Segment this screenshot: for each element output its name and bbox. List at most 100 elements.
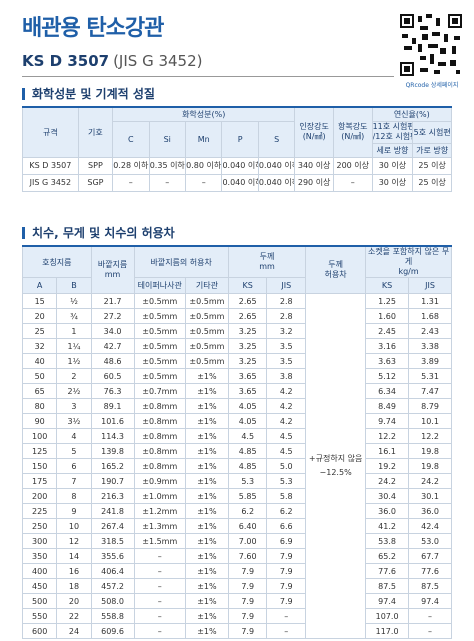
table-row: 600 24 609.6– ±1% 7.9–117.0– xyxy=(21,623,452,639)
qr-code[interactable] xyxy=(398,12,464,78)
table-cell: 5.12 xyxy=(365,368,410,384)
table-cell: 2.65 xyxy=(227,308,268,324)
table-cell: ±0.5mm xyxy=(184,308,229,324)
table-cell: 42.7 xyxy=(90,338,135,354)
header-unit: mm xyxy=(104,270,121,279)
table-cell: 9.74 xyxy=(365,413,410,429)
header-cell: KS xyxy=(365,277,410,294)
table-cell: 107.0 xyxy=(365,608,410,624)
table-cell: 7.9 xyxy=(227,608,268,624)
table-cell: 65 xyxy=(21,383,58,399)
table-cell: 30.4 xyxy=(365,488,410,504)
table-cell: 25 xyxy=(21,323,58,339)
table-cell: 457.2 xyxy=(90,578,135,594)
table-cell: – xyxy=(266,608,307,624)
header-text: 바깥지름 xyxy=(97,260,128,269)
table-cell: 250 xyxy=(21,518,58,534)
table-cell: 7.60 xyxy=(227,548,268,564)
divider xyxy=(22,76,394,77)
table-row: KS D 3507 SPP 0.28 이하 0.35 이하 0.80 이하 0.040 이… xyxy=(22,156,452,175)
table-cell: – xyxy=(408,608,452,624)
table-cell: 97.4 xyxy=(408,593,452,609)
table-cell: 53.0 xyxy=(408,533,452,549)
table-cell: 36.0 xyxy=(408,503,452,519)
table-cell: 4.2 xyxy=(266,383,307,399)
header-cell: C xyxy=(112,120,150,158)
table-cell: 16.1 xyxy=(365,443,410,459)
header-cell: 화학성분(%) xyxy=(112,106,296,122)
header-cell: JIS xyxy=(408,277,452,294)
table-cell: 200 이상 xyxy=(332,156,373,175)
table-cell: JIS G 3452 xyxy=(22,173,79,192)
table-cell: 7.9 xyxy=(227,623,268,639)
table-cell: 6.34 xyxy=(365,383,410,399)
table-cell: 77.6 xyxy=(365,563,410,579)
table-cell: ±1% xyxy=(184,593,229,609)
table-cell: 12.2 xyxy=(408,428,452,444)
table-cell: 16 xyxy=(56,563,92,579)
table-cell: 3.38 xyxy=(408,338,452,354)
header-cell: 두께 허용차 xyxy=(305,245,367,294)
table-row: 150 6 165.2 ±0.8mm ±1% 4.85 5.0 19.2 19.8 xyxy=(21,458,452,474)
header-cell: 규격 xyxy=(22,106,79,158)
table-body: 15 ½ 21.7 ±0.5mm ±0.5mm 2.65 2.8 +규정하지 않음 −12.5%… xyxy=(21,293,452,639)
table-cell: 0.35 이하 xyxy=(148,156,186,175)
table-cell: 450 xyxy=(21,578,58,594)
table-row: 20 ¾ 27.2 ±0.5mm ±0.5mm 2.65 2.8 1.60 1.68 xyxy=(21,308,452,324)
table-cell: 40 xyxy=(21,353,58,369)
table-row: 450 18 457.2– ±1% 7.9 7.9 87.5 87.5 xyxy=(21,578,452,594)
table-cell: ½ xyxy=(56,293,92,309)
header-cell: 세로 방향 xyxy=(371,142,414,158)
table-cell: 355.6 xyxy=(90,548,135,564)
table-cell: 20 xyxy=(56,593,92,609)
header-cell: 인장강도 (N/㎟) xyxy=(294,106,334,158)
table-cell: 3½ xyxy=(56,413,92,429)
table-cell: 117.0 xyxy=(365,623,410,639)
table-cell: 7.00 xyxy=(227,533,268,549)
table-row: 125 5 139.8 ±0.8mm ±1% 4.85 4.5 16.1 19.8 xyxy=(21,443,452,459)
header-cell: 테이퍼나사관 xyxy=(133,277,186,294)
table-cell: 0.040 이하 xyxy=(221,156,259,175)
table-cell: 77.6 xyxy=(408,563,452,579)
table-cell: ±1% xyxy=(184,503,229,519)
dimension-table: 호칭지름 바깥지름 mm 바깥지름의 허용차 두께 mm 두께 허용차 소켓을 포함하… xyxy=(21,245,452,639)
table-cell: 3.63 xyxy=(365,353,410,369)
table-cell: 41.2 xyxy=(365,518,410,534)
header-text: 허용차 xyxy=(324,270,347,279)
header-cell: A xyxy=(21,277,58,294)
table-cell: ±0.8mm xyxy=(133,428,186,444)
tolerance-cell: +규정하지 않음 −12.5% xyxy=(305,293,367,639)
table-cell: ±1.2mm xyxy=(133,503,186,519)
table-row: 90 3½ 101.6 ±0.8mm ±1% 4.05 4.2 9.74 10.1 xyxy=(21,413,452,429)
table-row: 175 7 190.7 ±0.9mm ±1% 5.3 5.3 24.2 24.2 xyxy=(21,473,452,489)
header-cell: 항복강도 (N/㎟) xyxy=(332,106,373,158)
table-cell: 0.80 이하 xyxy=(184,156,223,175)
table-cell: 90 xyxy=(21,413,58,429)
table-cell: 12.2 xyxy=(365,428,410,444)
table-cell: ±0.9mm xyxy=(133,473,186,489)
table-cell: 550 xyxy=(21,608,58,624)
table-cell: 8.79 xyxy=(408,398,452,414)
table-cell: 4.5 xyxy=(227,428,268,444)
table-cell: 3.65 xyxy=(227,368,268,384)
table-cell: 6.2 xyxy=(266,503,307,519)
table-cell: – xyxy=(148,173,186,192)
title: 배관용 탄소강관 xyxy=(22,16,164,41)
table-cell: 200 xyxy=(21,488,58,504)
table-cell: 7.9 xyxy=(266,578,307,594)
table-cell: 15 xyxy=(21,293,58,309)
table-cell: ±1% xyxy=(184,413,229,429)
table-cell: 4.5 xyxy=(266,428,307,444)
table-cell: 2 xyxy=(56,368,92,384)
table-cell: 3.5 xyxy=(266,353,307,369)
header-cell: 바깥지름 mm xyxy=(90,245,135,294)
table-cell: ±0.5mm xyxy=(184,323,229,339)
table-cell: 2.65 xyxy=(227,293,268,309)
table-cell: 87.5 xyxy=(365,578,410,594)
table-cell: 558.8 xyxy=(90,608,135,624)
table-cell: – xyxy=(408,623,452,639)
table-cell: 2.43 xyxy=(408,323,452,339)
table-cell: 6.2 xyxy=(227,503,268,519)
table-cell: 50 xyxy=(21,368,58,384)
header-text: 11호 시험편 xyxy=(372,122,413,131)
